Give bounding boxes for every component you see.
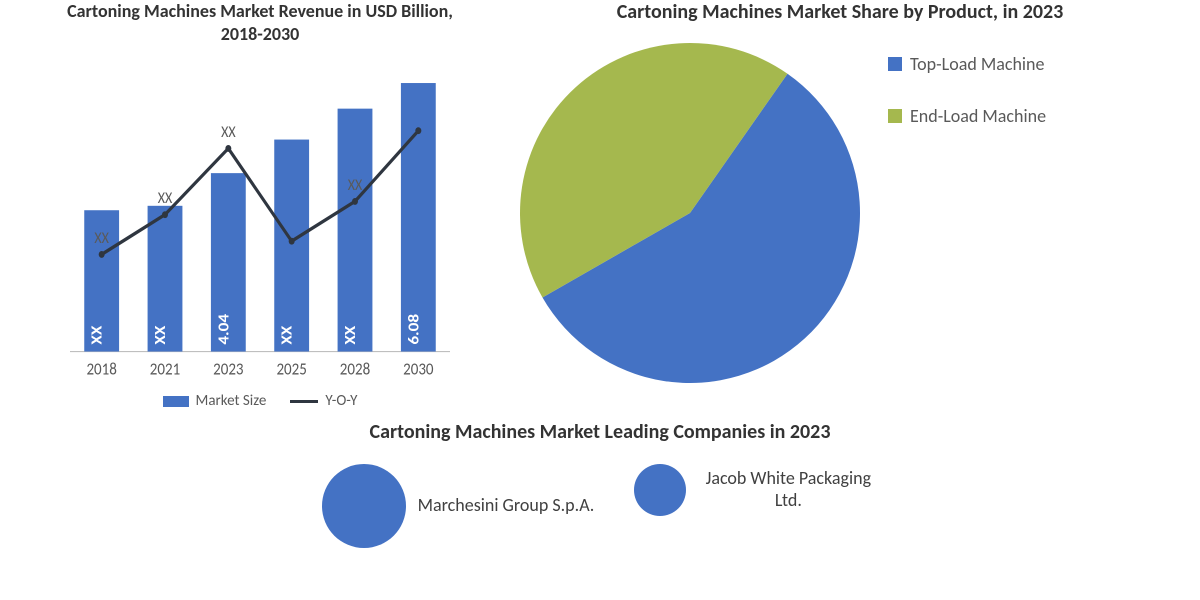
x-tick-label: 2018 <box>86 360 116 380</box>
bar-chart-panel: Cartoning Machines Market Revenue in USD… <box>0 0 480 420</box>
bar-value-label: XX <box>279 326 297 345</box>
bar-chart-title: Cartoning Machines Market Revenue in USD… <box>60 0 460 45</box>
yoy-marker <box>99 251 105 258</box>
bar-value-label: 6.08 <box>405 314 423 345</box>
pie-legend-label: End-Load Machine <box>910 105 1046 127</box>
company-bubble-circle <box>634 464 686 516</box>
bar-chart-legend: Market Size Y-O-Y <box>60 392 460 410</box>
bar-legend-item: Y-O-Y <box>290 392 357 410</box>
bar <box>338 109 373 352</box>
x-tick-label: 2028 <box>340 360 370 380</box>
bar-value-label: XX <box>342 326 360 345</box>
pie-chart-svg <box>500 33 880 383</box>
top-row: Cartoning Machines Market Revenue in USD… <box>0 0 1200 420</box>
pie-legend-item: End-Load Machine <box>888 105 1180 127</box>
yoy-point-label: XX <box>348 176 363 195</box>
legend-swatch-line <box>290 400 318 403</box>
company-bubble-label: Marchesini Group S.p.A. <box>418 495 595 517</box>
pie-legend-swatch <box>888 109 902 123</box>
legend-label: Market Size <box>196 392 267 410</box>
bar-legend-item: Market Size <box>163 392 267 410</box>
yoy-point-label: XX <box>94 229 109 248</box>
bar <box>274 140 309 352</box>
pie-legend-item: Top-Load Machine <box>888 53 1180 75</box>
yoy-marker <box>352 198 358 205</box>
yoy-point-label: XX <box>158 189 173 208</box>
yoy-marker <box>289 238 295 245</box>
pie-legend-swatch <box>888 57 902 71</box>
legend-swatch-rect <box>163 396 189 407</box>
x-tick-label: 2021 <box>150 360 180 380</box>
yoy-marker <box>162 211 168 218</box>
x-tick-label: 2025 <box>276 360 306 380</box>
pie-legend-label: Top-Load Machine <box>910 53 1044 75</box>
bar-chart-svg: XX 2018 XX 2021 4.04 2023 XX 2025 XX 2028 6.08 2030… <box>60 53 460 386</box>
pie-chart-legend: Top-Load Machine End-Load Machine <box>880 33 1180 157</box>
companies-bubbles: Marchesini Group S.p.A. Jacob White Packa… <box>0 464 1200 548</box>
pie-chart-body: Top-Load Machine End-Load Machine <box>500 33 1180 420</box>
companies-title: Cartoning Machines Market Leading Compan… <box>0 420 1200 444</box>
infographic-container: Cartoning Machines Market Revenue in USD… <box>0 0 1200 600</box>
company-bubble-circle <box>322 464 406 548</box>
bar <box>401 83 436 352</box>
bar-value-label: XX <box>152 326 170 345</box>
pie-chart-panel: Cartoning Machines Market Share by Produ… <box>480 0 1200 420</box>
bar-value-label: XX <box>89 326 107 345</box>
companies-section: Cartoning Machines Market Leading Compan… <box>0 420 1200 600</box>
bar-chart-area: XX 2018 XX 2021 4.04 2023 XX 2025 XX 2028 6.08 2030… <box>60 53 460 386</box>
yoy-marker <box>225 145 231 152</box>
x-tick-label: 2023 <box>213 360 243 380</box>
company-bubble-item: Marchesini Group S.p.A. <box>322 464 595 548</box>
yoy-point-label: XX <box>221 123 236 142</box>
legend-label: Y-O-Y <box>325 392 357 410</box>
company-bubble-label: Jacob White Packaging Ltd. <box>698 468 878 511</box>
x-tick-label: 2030 <box>403 360 433 380</box>
yoy-marker <box>415 127 421 134</box>
bar-value-label: 4.04 <box>215 314 233 345</box>
pie-chart-title: Cartoning Machines Market Share by Produ… <box>500 0 1180 25</box>
company-bubble-item: Jacob White Packaging Ltd. <box>634 464 878 516</box>
pie-svg-wrap <box>500 33 880 383</box>
